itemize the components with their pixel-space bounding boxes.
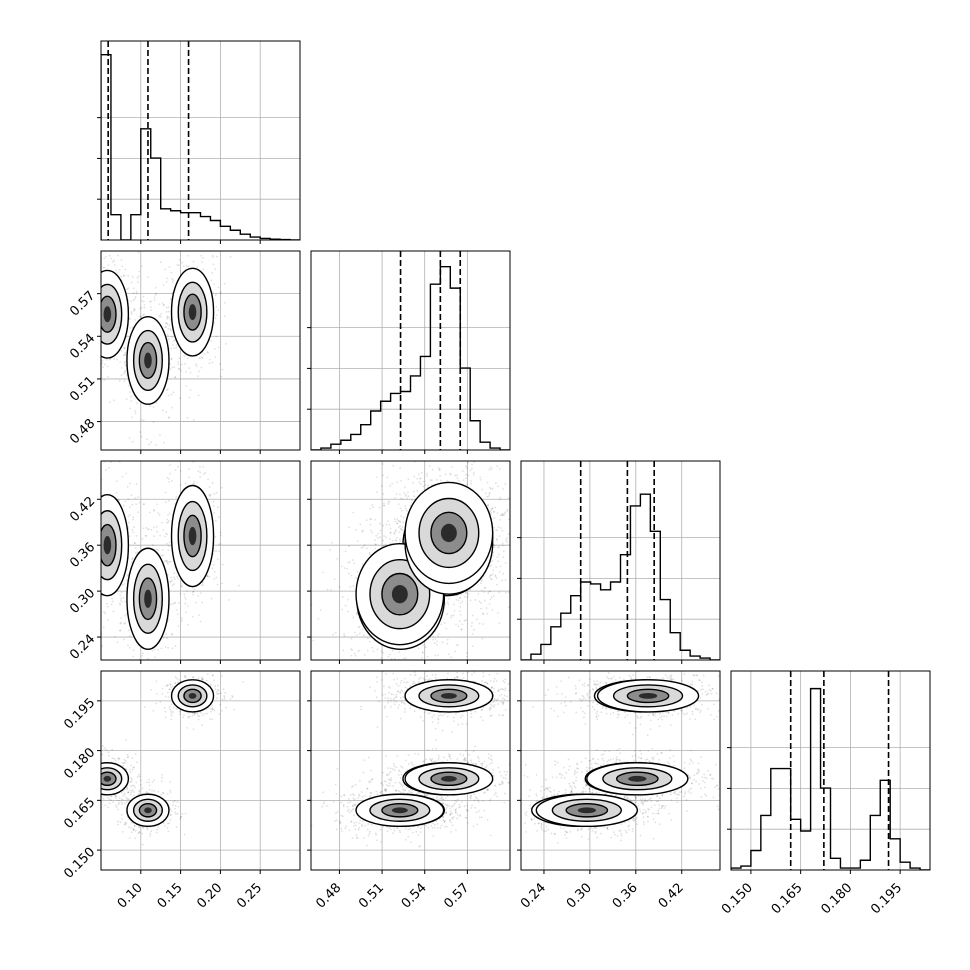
density-contour xyxy=(144,590,152,608)
x-tick-label: 0.25 xyxy=(234,880,265,911)
density-contour xyxy=(189,304,197,320)
density-contour xyxy=(144,807,152,813)
panel-frame xyxy=(101,41,300,240)
x-tick-label: 0.42 xyxy=(656,880,687,911)
x-tick-label: 0.180 xyxy=(819,880,856,917)
x-tick-label: 0.15 xyxy=(155,880,186,911)
density-contour xyxy=(500,304,508,320)
y-tick-label: 0.42 xyxy=(67,494,98,525)
histogram-line xyxy=(311,267,510,450)
density-contour xyxy=(500,304,508,320)
panel-3-3 xyxy=(727,671,930,874)
panel-3-1 xyxy=(292,653,586,874)
x-tick-label: 0.195 xyxy=(868,880,905,917)
panel-3-2 xyxy=(475,662,770,874)
density-contour xyxy=(489,282,518,342)
density-contour xyxy=(189,527,197,545)
x-tick-label: 0.20 xyxy=(194,880,225,911)
panel-0-0 xyxy=(97,41,300,244)
density-contour xyxy=(475,353,483,369)
panel-1-0 xyxy=(57,219,560,458)
density-contour xyxy=(441,776,457,782)
y-tick-label: 0.51 xyxy=(67,374,98,405)
density-contour xyxy=(392,585,408,603)
density-contour xyxy=(441,693,457,699)
y-tick-label: 0.150 xyxy=(61,845,98,882)
x-tick-label: 0.54 xyxy=(399,880,430,911)
panel-2-2 xyxy=(517,461,720,664)
density-contour xyxy=(465,331,494,391)
x-tick-label: 0.48 xyxy=(313,880,344,911)
y-tick-label: 0.24 xyxy=(67,632,98,663)
density-contour xyxy=(483,268,525,356)
histogram-line xyxy=(101,55,300,240)
y-tick-label: 0.48 xyxy=(67,416,98,447)
density-contour xyxy=(639,693,657,699)
density-contour xyxy=(189,693,197,699)
density-contour xyxy=(489,509,518,578)
x-tick-label: 0.150 xyxy=(719,880,756,917)
y-tick-label: 0.195 xyxy=(61,696,98,733)
y-tick-label: 0.180 xyxy=(61,745,98,782)
density-contour xyxy=(392,807,408,813)
panel-1-1 xyxy=(307,251,510,454)
x-tick-label: 0.57 xyxy=(441,880,472,911)
y-tick-label: 0.36 xyxy=(67,540,98,571)
density-contour xyxy=(458,317,500,405)
density-contour xyxy=(578,807,596,813)
x-tick-label: 0.24 xyxy=(518,880,549,911)
density-contour xyxy=(104,536,112,554)
x-tick-label: 0.165 xyxy=(769,880,806,917)
y-tick-label: 0.30 xyxy=(67,586,98,617)
x-tick-label: 0.51 xyxy=(356,880,387,911)
y-tick-label: 0.57 xyxy=(67,288,98,319)
y-tick-label: 0.54 xyxy=(67,331,98,362)
density-contour xyxy=(483,268,525,356)
x-tick-label: 0.36 xyxy=(610,880,641,911)
x-tick-label: 0.10 xyxy=(115,880,146,911)
density-contour xyxy=(441,524,457,542)
histogram-line xyxy=(521,494,720,660)
y-tick-label: 0.165 xyxy=(61,795,98,832)
density-contour xyxy=(104,776,112,782)
density-contour xyxy=(104,306,112,322)
density-contour xyxy=(471,343,488,379)
density-contour xyxy=(628,776,646,782)
density-contour xyxy=(144,352,152,368)
density-contour xyxy=(489,282,518,342)
x-tick-label: 0.30 xyxy=(564,880,595,911)
